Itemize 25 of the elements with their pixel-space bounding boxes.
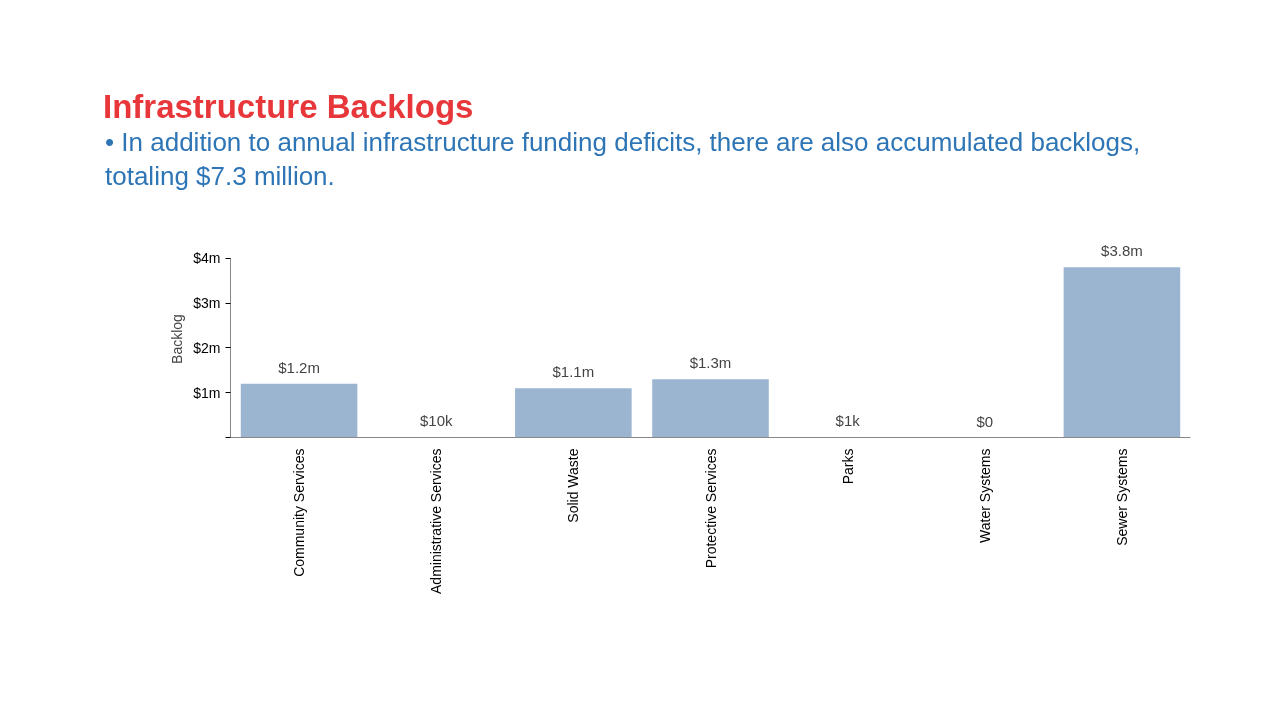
x-tick-label: Community Services bbox=[291, 448, 308, 577]
bar bbox=[1063, 267, 1181, 438]
data-label: $1.2m bbox=[278, 358, 320, 376]
x-tick-label: Protective Services bbox=[702, 448, 719, 569]
x-tick-label: Water Systems bbox=[976, 448, 993, 543]
bar bbox=[652, 379, 769, 438]
data-label: $1.3m bbox=[689, 354, 732, 372]
data-label: $1.1m bbox=[552, 363, 595, 381]
y-tick-label: $2m bbox=[193, 339, 221, 356]
y-tick-label: $4m bbox=[193, 250, 221, 267]
y-tick-label: $1m bbox=[193, 384, 221, 401]
data-label: $0 bbox=[976, 412, 994, 430]
x-tick-label: Sewer Systems bbox=[1113, 448, 1130, 546]
data-label: $3.8m bbox=[1101, 242, 1143, 260]
y-tick-label: $3m bbox=[193, 295, 221, 312]
bar bbox=[240, 383, 358, 438]
x-tick-label: Solid Waste bbox=[565, 448, 582, 523]
chart-title: Infrastructure Backlogs bbox=[103, 88, 474, 125]
data-label: $1k bbox=[835, 412, 861, 430]
x-tick-label: Parks bbox=[839, 448, 856, 485]
y-axis-title: Backlog bbox=[169, 314, 186, 364]
data-label: $10k bbox=[419, 412, 453, 430]
x-tick-label: Administrative Services bbox=[428, 448, 445, 594]
bar bbox=[515, 388, 632, 438]
chart-subtitle: • In addition to annual infrastructure funding deficits, there are also accumulated backlogs, totaling $7.3 million. bbox=[105, 126, 1142, 193]
